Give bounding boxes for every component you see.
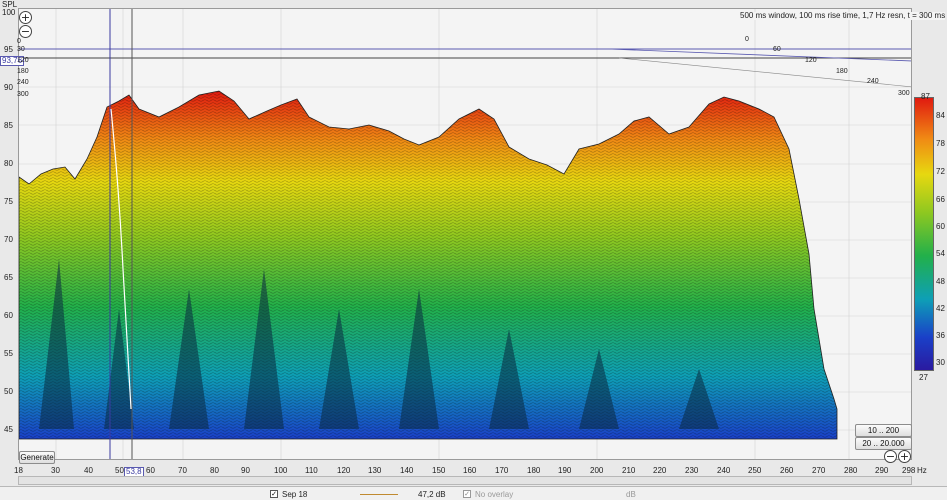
colorbar-tick: 60 [936, 222, 945, 231]
x-tick: 110 [305, 466, 318, 475]
x-tick: 30 [51, 466, 60, 475]
y-tick: 65 [4, 273, 13, 282]
y-tick: 45 [4, 425, 13, 434]
time-label: 300 [17, 91, 29, 98]
overlay-checkbox[interactable]: ✓ [463, 490, 471, 498]
x-tick: 230 [685, 466, 699, 475]
x-tick: 90 [241, 466, 250, 475]
time-label: 120 [805, 57, 817, 64]
colorbar-tick: 72 [936, 167, 945, 176]
x-tick: 80 [210, 466, 219, 475]
colorbar-tick: 84 [936, 111, 945, 120]
colorbar-bottom: 27 [919, 373, 928, 382]
colorbar [914, 97, 934, 371]
overlay-unit: dB [626, 490, 636, 499]
x-tick: 180 [527, 466, 541, 475]
x-tick: 240 [717, 466, 731, 475]
y-axis-top-value: 100 [2, 8, 16, 17]
info-text: 500 ms window, 100 ms rise time, 1,7 Hz … [740, 11, 946, 20]
colorbar-top: 87 [921, 92, 930, 101]
measurement-line-swatch [360, 494, 398, 495]
x-tick: 190 [558, 466, 572, 475]
y-tick: 90 [4, 83, 13, 92]
x-tick: 18 [14, 466, 23, 475]
y-tick: 95 [4, 45, 13, 54]
colorbar-tick: 30 [936, 358, 945, 367]
time-label: 300 [898, 90, 910, 97]
waterfall-plot[interactable] [18, 8, 912, 460]
measurement-name: Sep 18 [282, 490, 308, 499]
x-tick: 290 [875, 466, 889, 475]
colorbar-tick: 36 [936, 331, 945, 340]
x-tick: 140 [400, 466, 414, 475]
waterfall-graph[interactable] [19, 9, 912, 460]
y-tick: 75 [4, 197, 13, 206]
x-tick: 70 [178, 466, 187, 475]
y-tick: 60 [4, 311, 13, 320]
time-label: 30 [17, 46, 25, 53]
colorbar-tick: 54 [936, 249, 945, 258]
colorbar-tick: 42 [936, 304, 945, 313]
time-label: 60 [773, 46, 781, 53]
x-tick: 150 [432, 466, 446, 475]
cursor-trace [110, 108, 132, 410]
y-tick: 55 [4, 349, 13, 358]
generate-button[interactable]: Generate [19, 451, 55, 464]
zoom-out-icon[interactable]: − [19, 25, 32, 38]
x-tick: 260 [780, 466, 794, 475]
time-label: 0 [745, 36, 749, 43]
y-axis-label: SPL [2, 0, 18, 9]
valley-shading [39, 259, 719, 429]
x-tick: 280 [844, 466, 858, 475]
x-tick: 170 [495, 466, 509, 475]
zoom-in-x-icon[interactable]: + [898, 450, 911, 463]
time-label: 180 [17, 68, 29, 75]
time-label: 0 [17, 38, 21, 45]
x-tick: 210 [622, 466, 636, 475]
y-tick: 85 [4, 121, 13, 130]
legend-bar: ✓ Sep 18 47,2 dB ✓ No overlay dB [0, 486, 947, 500]
colorbar-tick: 48 [936, 277, 945, 286]
x-tick: 270 [812, 466, 826, 475]
time-label: 120 [17, 57, 29, 64]
colorbar-tick: 78 [936, 139, 945, 148]
time-label: 240 [17, 79, 29, 86]
x-tick: 100 [274, 466, 288, 475]
x-tick: 250 [748, 466, 762, 475]
x-tick: 298 [902, 466, 916, 475]
zoom-out-x-icon[interactable]: − [884, 450, 897, 463]
x-tick: 160 [463, 466, 477, 475]
horizontal-scrollbar[interactable] [18, 476, 912, 485]
y-tick: 70 [4, 235, 13, 244]
zoom-in-icon[interactable]: + [19, 11, 32, 24]
x-tick: 220 [653, 466, 667, 475]
overlay-text: No overlay [475, 490, 514, 499]
time-label: 240 [867, 78, 879, 85]
x-tick: 130 [368, 466, 382, 475]
x-tick: 120 [337, 466, 351, 475]
x-tick: 60 [146, 466, 155, 475]
range-20-20000-button[interactable]: 20 .. 20.000 [855, 437, 912, 450]
x-axis-unit: Hz [917, 466, 927, 475]
time-label: 180 [836, 68, 848, 75]
range-10-200-button[interactable]: 10 .. 200 [855, 424, 912, 437]
y-cursor-readout: 93,76 [0, 56, 25, 66]
x-tick: 200 [590, 466, 604, 475]
measurement-checkbox[interactable]: ✓ [270, 490, 278, 498]
measurement-value: 47,2 dB [418, 490, 446, 499]
colorbar-tick: 66 [936, 195, 945, 204]
y-tick: 80 [4, 159, 13, 168]
x-tick: 50 [115, 466, 124, 475]
x-tick: 40 [84, 466, 93, 475]
y-tick: 50 [4, 387, 13, 396]
